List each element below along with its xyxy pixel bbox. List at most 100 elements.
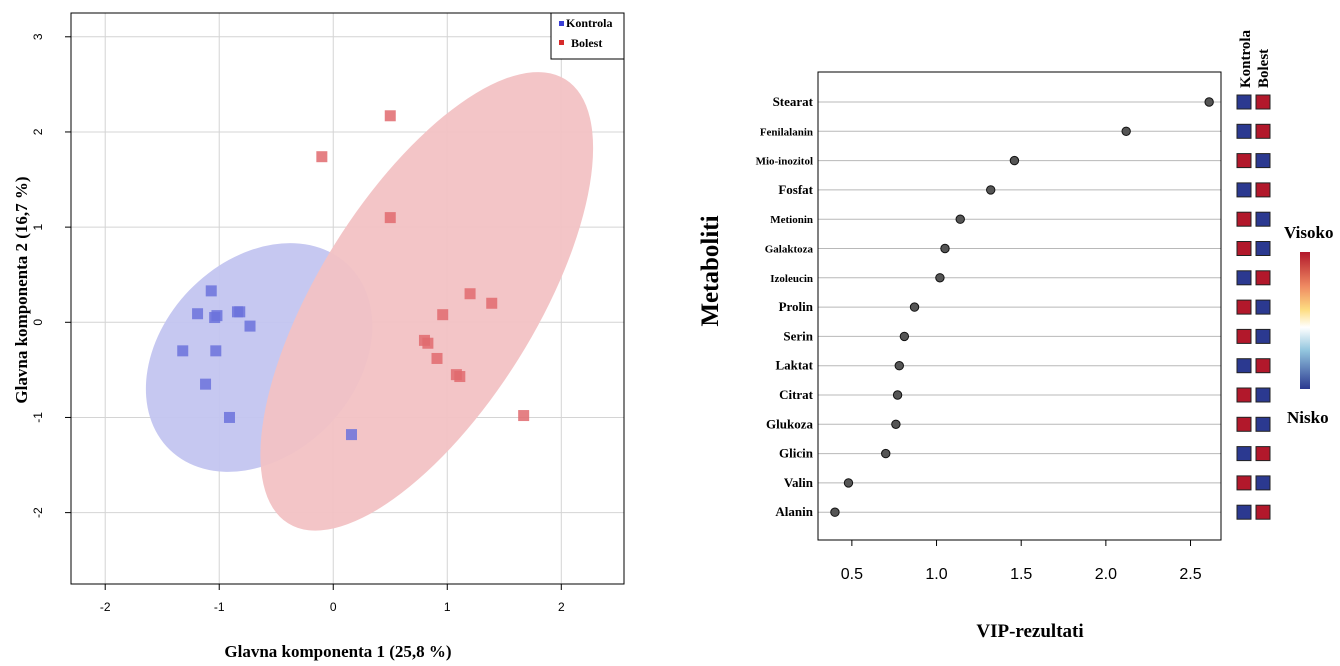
pca-x-tick-label: -1 [214, 600, 225, 614]
point-kontrola [210, 345, 222, 357]
vip-dot [935, 273, 945, 283]
point-bolest [384, 212, 396, 224]
legend-box [550, 12, 625, 60]
pca-plot-frame [70, 12, 625, 585]
metabolite-label: Prolin [779, 299, 814, 314]
heat-cell-kontrola [1236, 94, 1252, 110]
vip-dot [892, 390, 903, 400]
heat-cell-bolest [1255, 358, 1271, 374]
pca-y-tick-label: 1 [31, 223, 45, 230]
metabolite-label: Citrat [779, 387, 814, 402]
point-kontrola [209, 312, 221, 324]
point-bolest [437, 309, 449, 321]
pca-x-tick-label: 1 [444, 600, 451, 614]
point-kontrola [192, 308, 204, 320]
legend-label-bolest: Bolest [571, 36, 602, 50]
vip-x-tick-label: 0.5 [841, 566, 863, 583]
heat-cell-bolest [1255, 182, 1271, 198]
heat-cell-bolest [1255, 123, 1271, 139]
pca-ellipses [145, 72, 594, 531]
point-kontrola [345, 429, 357, 441]
vip-dot [881, 448, 891, 459]
heat-cell-kontrola [1236, 504, 1252, 520]
pca-score-plot: -2 -1 0 1 2 -2 -1 0 1 2 3 Glavna komponenta 1 (25… [12, 12, 625, 661]
metabolite-label: Laktat [775, 358, 813, 373]
vip-metabolite-labels: Stearat Fenilalanin Mio-inozitol Fosfat Meti… [756, 94, 814, 519]
pca-x-axis-label: Glavna komponenta 1 (25,8 %) [224, 642, 451, 661]
metabolite-label: Izoleucin [770, 273, 813, 285]
point-kontrola [234, 306, 246, 318]
point-kontrola [205, 285, 217, 297]
pca-y-tick-label: -1 [31, 412, 45, 423]
metabolite-label: Serin [783, 328, 813, 343]
metabolite-label: Stearat [773, 94, 814, 109]
point-kontrola [200, 378, 212, 390]
vip-heatmap [1236, 94, 1271, 520]
legend-label-kontrola: Kontrola [566, 16, 612, 30]
pca-x-tick-label: -2 [100, 600, 111, 614]
heat-cell-kontrola [1236, 211, 1252, 227]
metabolite-label: Metionin [770, 214, 813, 226]
heat-cell-bolest [1255, 328, 1271, 344]
pca-points [177, 110, 530, 441]
colorbar: Visoko Nisko [1284, 223, 1333, 427]
heat-cell-bolest [1255, 153, 1271, 169]
heat-cell-kontrola [1236, 123, 1252, 139]
pca-x-tick-label: 0 [330, 600, 337, 614]
vip-plot-frame [817, 71, 1222, 541]
metabolite-label: Glukoza [766, 416, 813, 431]
pca-y-tick-label: -2 [31, 507, 45, 518]
metabolite-label: Mio-inozitol [756, 156, 813, 168]
heat-cell-kontrola [1236, 358, 1252, 374]
point-bolest [486, 297, 498, 309]
legend-swatch-bolest [559, 40, 564, 45]
vip-y-axis-label: Metaboliti [697, 215, 724, 326]
point-bolest [464, 288, 476, 300]
pca-y-tick-label: 2 [31, 128, 45, 135]
pca-y-ticks: -2 -1 0 1 2 3 [31, 33, 71, 518]
vip-dot [1121, 126, 1131, 137]
heat-cell-bolest [1255, 211, 1271, 227]
vip-dot [1204, 97, 1214, 107]
heat-cell-bolest [1255, 475, 1271, 491]
point-bolest [431, 352, 443, 364]
heat-cell-bolest [1255, 387, 1271, 403]
point-kontrola [177, 345, 189, 357]
metabolite-label: Glicin [779, 446, 814, 461]
heat-cell-kontrola [1236, 153, 1252, 169]
vip-x-tick-label: 2.5 [1179, 566, 1201, 583]
metabolite-label: Valin [784, 475, 814, 490]
vip-dot [843, 478, 854, 488]
point-kontrola [223, 411, 235, 423]
heat-cell-kontrola [1236, 387, 1252, 403]
legend-swatch-kontrola [559, 21, 564, 26]
heat-cell-kontrola [1236, 241, 1252, 256]
vip-dot [986, 185, 996, 195]
heat-cell-bolest [1255, 299, 1271, 315]
point-bolest [454, 371, 466, 383]
vip-dot [1009, 155, 1020, 166]
pca-y-axis-label: Glavna komponenta 2 (16,7 %) [12, 176, 31, 403]
pca-legend: Kontrola Bolest [550, 12, 625, 60]
metabolite-label: Alanin [775, 504, 813, 519]
heat-column-bolest: Bolest [1256, 49, 1272, 88]
point-bolest [422, 337, 434, 349]
vip-x-tick-label: 2.0 [1095, 566, 1117, 583]
vip-dot [830, 507, 840, 517]
vip-dot [955, 214, 965, 224]
heat-cell-kontrola [1236, 446, 1252, 462]
heat-cell-kontrola [1236, 270, 1252, 286]
metabolite-label: Fosfat [778, 182, 813, 197]
vip-x-tick-label: 1.0 [925, 566, 947, 583]
metabolite-label: Fenilalanin [760, 126, 813, 138]
colorbar-high-label: Visoko [1284, 223, 1333, 242]
heat-cell-bolest [1255, 446, 1271, 462]
ellipse-bolest [260, 72, 594, 531]
vip-row-lines [818, 101, 1221, 513]
point-bolest [518, 410, 530, 422]
heat-cell-kontrola [1236, 328, 1252, 344]
vip-score-plot: Stearat Fenilalanin Mio-inozitol Fosfat Meti… [697, 29, 1333, 642]
vip-dot [894, 361, 904, 371]
heat-cell-kontrola [1236, 475, 1252, 491]
